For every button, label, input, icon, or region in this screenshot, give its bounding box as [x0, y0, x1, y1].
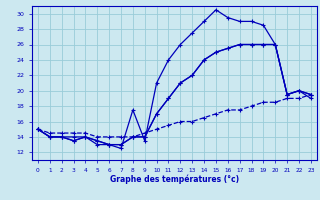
X-axis label: Graphe des températures (°c): Graphe des températures (°c)	[110, 174, 239, 184]
